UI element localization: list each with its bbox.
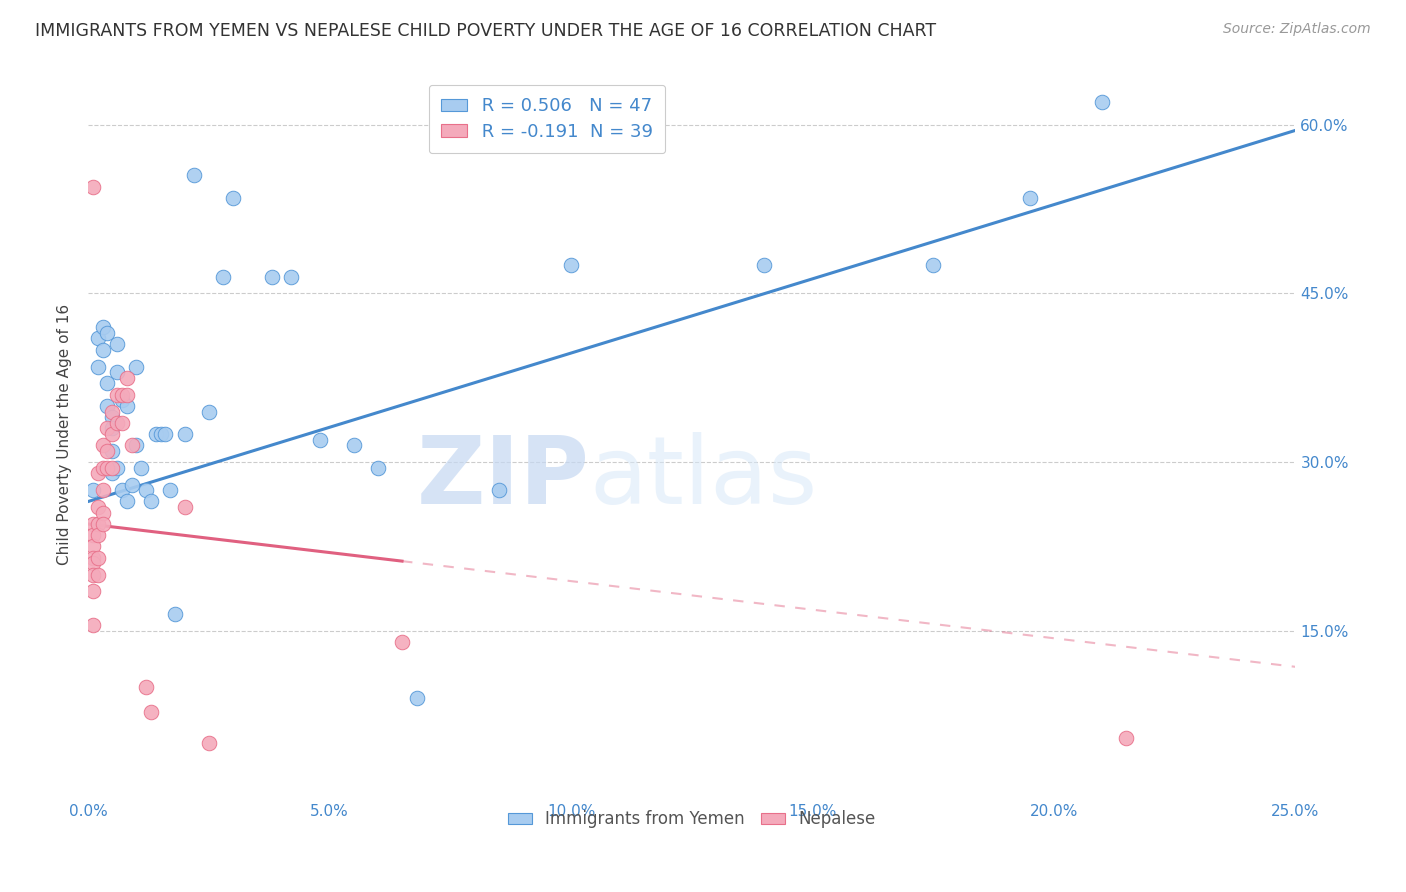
Point (87, 500, 110, 515)
Point (87, 550, 110, 565)
Point (115, 387, 138, 401)
Point (91, 506, 114, 520)
Point (101, 443, 124, 458)
Point (111, 416, 134, 430)
Point (96, 421, 118, 435)
Point (91, 516, 114, 531)
Point (1018, 191, 1040, 205)
Point (101, 467, 124, 481)
Point (222, 191, 245, 205)
Point (165, 607, 187, 621)
Point (121, 477, 143, 491)
Point (87, 528, 110, 542)
Text: Source: ZipAtlas.com: Source: ZipAtlas.com (1223, 22, 1371, 37)
Point (82, 557, 104, 571)
Point (309, 433, 332, 447)
Point (82, 567, 104, 582)
Point (96, 443, 118, 458)
Point (111, 483, 134, 498)
Point (91, 460, 114, 475)
Point (115, 494, 138, 508)
Point (173, 427, 195, 442)
Point (159, 483, 181, 498)
Point (173, 500, 195, 515)
Point (87, 467, 110, 481)
Point (82, 528, 104, 542)
Point (115, 399, 138, 413)
Point (391, 635, 413, 649)
Point (280, 269, 302, 284)
Point (101, 404, 124, 418)
Point (105, 460, 128, 475)
Point (82, 584, 104, 599)
Point (91, 483, 114, 498)
Point (82, 483, 104, 498)
Point (183, 169, 205, 183)
Text: IMMIGRANTS FROM YEMEN VS NEPALESE CHILD POVERTY UNDER THE AGE OF 16 CORRELATION : IMMIGRANTS FROM YEMEN VS NEPALESE CHILD … (35, 22, 936, 40)
Point (111, 387, 134, 401)
Point (198, 736, 221, 750)
Point (96, 326, 118, 340)
Point (101, 427, 124, 442)
Point (115, 371, 138, 385)
Point (91, 343, 114, 357)
Point (139, 705, 162, 719)
Point (754, 258, 776, 272)
Point (1115, 731, 1137, 745)
Point (105, 387, 128, 401)
Point (87, 331, 110, 345)
Point (96, 399, 118, 413)
Text: ZIP: ZIP (416, 432, 589, 524)
Point (101, 410, 124, 425)
Point (367, 460, 389, 475)
Y-axis label: Child Poverty Under the Age of 16: Child Poverty Under the Age of 16 (58, 303, 72, 565)
Point (212, 269, 235, 284)
Point (155, 427, 177, 442)
Point (139, 494, 162, 508)
Point (87, 516, 110, 531)
Point (198, 404, 221, 418)
Point (135, 680, 157, 694)
Point (105, 365, 128, 379)
Point (560, 258, 582, 272)
Text: atlas: atlas (589, 432, 817, 524)
Point (87, 359, 110, 374)
Point (82, 516, 104, 531)
Point (260, 269, 283, 284)
Point (121, 438, 143, 452)
Point (82, 618, 104, 632)
Point (82, 179, 104, 194)
Point (91, 438, 114, 452)
Point (125, 438, 148, 452)
Point (149, 427, 172, 442)
Point (105, 337, 128, 351)
Point (96, 376, 118, 391)
Point (145, 427, 167, 442)
Point (135, 483, 157, 498)
Point (488, 483, 510, 498)
Point (91, 320, 114, 334)
Legend: Immigrants from Yemen, Nepalese: Immigrants from Yemen, Nepalese (502, 804, 882, 835)
Point (405, 691, 427, 706)
Point (82, 550, 104, 565)
Point (1091, 95, 1114, 110)
Point (87, 567, 110, 582)
Point (343, 438, 366, 452)
Point (125, 359, 148, 374)
Point (105, 416, 128, 430)
Point (129, 460, 152, 475)
Point (922, 258, 945, 272)
Point (101, 421, 124, 435)
Point (96, 460, 118, 475)
Point (111, 393, 134, 408)
Point (101, 460, 124, 475)
Point (82, 540, 104, 554)
